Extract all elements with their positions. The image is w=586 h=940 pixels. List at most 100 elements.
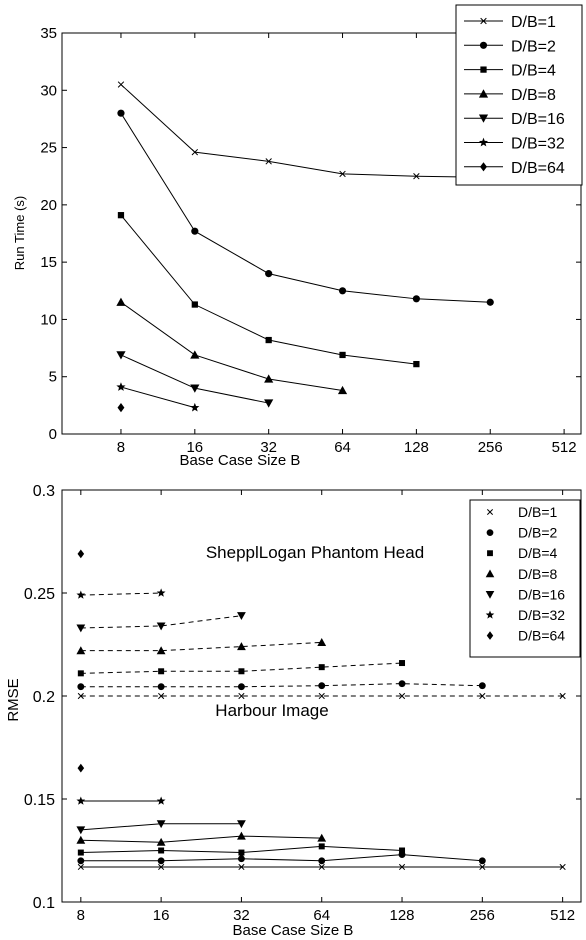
shepp-logan-series-point	[318, 682, 326, 690]
runtime-series-point	[116, 297, 126, 306]
harbour-series-point	[76, 796, 86, 805]
runtime-series-point	[339, 170, 346, 178]
runtime-series-point	[337, 385, 348, 395]
runtime-y-tick-label: 20	[40, 197, 57, 214]
shepp-logan-series-point	[76, 646, 86, 655]
runtime-series-point	[265, 158, 272, 165]
shepp-logan-series-point	[237, 612, 246, 621]
runtime-series-point	[191, 227, 199, 235]
runtime-legend-marker	[480, 162, 487, 172]
rmse-x-tick-label: 512	[550, 907, 575, 924]
rmse-legend-marker	[486, 508, 494, 516]
runtime-chart: 8 16 32 64 128 256 512 0 5 10 15 20 25 30 35 Base Case…	[12, 4, 583, 469]
runtime-y-tick-label: 0	[49, 426, 57, 443]
runtime-series-point	[413, 173, 420, 180]
runtime-legend-label: D/B=32	[511, 136, 565, 153]
rmse-legend-label: D/B=32	[518, 607, 565, 623]
runtime-legend-marker	[480, 66, 487, 73]
runtime-series-line	[120, 112, 491, 303]
rmse-legend-box	[469, 499, 581, 658]
harbour-series-point	[318, 863, 325, 871]
shepp-logan-series-point	[479, 692, 486, 700]
rmse-legend: D/B=1 D/B=2 D/B=4 D/B=8 D/B=16 D/B=32 D/B=64	[469, 499, 581, 658]
runtime-legend-marker	[478, 114, 489, 123]
runtime-series-point	[190, 384, 200, 393]
runtime-y-tick-label: 5	[49, 369, 57, 386]
rmse-chart: 8 16 32 64 128 256 512 0.1 0.15 0.2 0.25 0.3 Sheppl…	[5, 483, 582, 939]
harbour-series-point	[156, 796, 166, 805]
runtime-series-point	[190, 402, 200, 412]
rmse-y-tick-label: 0.25	[24, 586, 55, 603]
runtime-y-tick-label: 25	[40, 140, 57, 157]
harbour-series-point	[158, 847, 165, 854]
harbour-series-point	[76, 826, 86, 835]
shepp-logan-series-point	[317, 638, 327, 646]
runtime-series-point	[264, 399, 274, 408]
rmse-legend-label: D/B=16	[518, 586, 565, 602]
harbour-series-point	[479, 863, 486, 871]
runtime-legend-label: D/B=16	[511, 111, 565, 128]
runtime-x-tick-label: 256	[478, 439, 503, 456]
harbour-series-point	[76, 835, 86, 844]
rmse-series-markers	[76, 549, 566, 871]
runtime-x-tick-label: 128	[404, 439, 429, 456]
rmse-legend-label: D/B=2	[518, 525, 558, 541]
rmse-axis-ticks: 8 16 32 64 128 256 512 0.1 0.15 0.2 0.25 0.3	[24, 483, 581, 924]
runtime-series-point	[338, 287, 347, 295]
runtime-series-line	[120, 301, 343, 391]
shepp-logan-series-point	[77, 670, 84, 677]
runtime-series-point	[412, 295, 420, 303]
rmse-legend-label: D/B=64	[518, 628, 565, 644]
runtime-series-point	[413, 360, 420, 368]
runtime-y-tick-label: 10	[40, 311, 57, 328]
harbour-series-point	[157, 857, 165, 865]
rmse-y-tick-label: 0.15	[24, 792, 55, 809]
shepp-logan-series-line	[80, 641, 322, 652]
rmse-legend-label: D/B=1	[518, 504, 558, 520]
rmse-legend-marker	[486, 529, 494, 536]
runtime-legend-marker	[479, 41, 488, 49]
runtime-legend-marker	[480, 17, 487, 25]
rmse-legend-label: D/B=4	[518, 545, 558, 561]
runtime-legend-label: D/B=64	[511, 160, 565, 177]
runtime-legend-label: D/B=2	[511, 38, 556, 55]
harbour-series-point	[237, 820, 246, 829]
shepp-logan-series-point	[77, 692, 84, 700]
runtime-series-point	[265, 336, 272, 344]
shepp-logan-series-point	[77, 549, 85, 559]
runtime-series-point	[117, 109, 125, 117]
harbour-series-line	[80, 835, 322, 843]
shepp-logan-series-point	[156, 588, 166, 597]
rmse-legend-marker	[485, 610, 495, 619]
runtime-series-point	[117, 212, 125, 219]
shepp-logan-series-point	[559, 692, 566, 700]
runtime-x-tick-label: 8	[117, 439, 125, 456]
shepp-logan-series-line	[80, 592, 162, 596]
runtime-x-tick-label: 512	[552, 439, 577, 456]
shepp-logan-series-point	[399, 660, 406, 667]
harbour-series-point	[77, 763, 85, 773]
shepp-logan-series-point	[318, 664, 325, 671]
harbour-series-point	[156, 837, 166, 846]
shepp-logan-series-point	[158, 668, 165, 675]
harbour-series-line	[80, 854, 483, 862]
shepp-logan-series-point	[398, 680, 406, 688]
runtime-y-tick-label: 30	[40, 82, 57, 99]
shepp-logan-series-point	[478, 682, 486, 690]
rmse-x-tick-label: 256	[470, 907, 495, 924]
runtime-legend: D/B=1 D/B=2 D/B=4 D/B=8 D/B=16 D/B=32 D/B=64	[455, 4, 583, 186]
runtime-legend-label: D/B=8	[511, 87, 556, 104]
shepp-logan-series-point	[156, 622, 166, 631]
harbour-series-point	[77, 857, 85, 865]
shepp-logan-series-point	[77, 683, 85, 691]
runtime-series-line	[120, 386, 195, 409]
rmse-x-tick-label: 32	[233, 907, 250, 924]
harbour-series-point	[318, 843, 325, 850]
rmse-x-tick-label: 128	[390, 907, 415, 924]
runtime-legend-marker	[478, 89, 489, 98]
harbour-series-point	[77, 849, 84, 856]
runtime-series-point	[191, 148, 199, 156]
runtime-legend-label: D/B=1	[511, 14, 556, 31]
harbour-series-point	[398, 863, 406, 871]
